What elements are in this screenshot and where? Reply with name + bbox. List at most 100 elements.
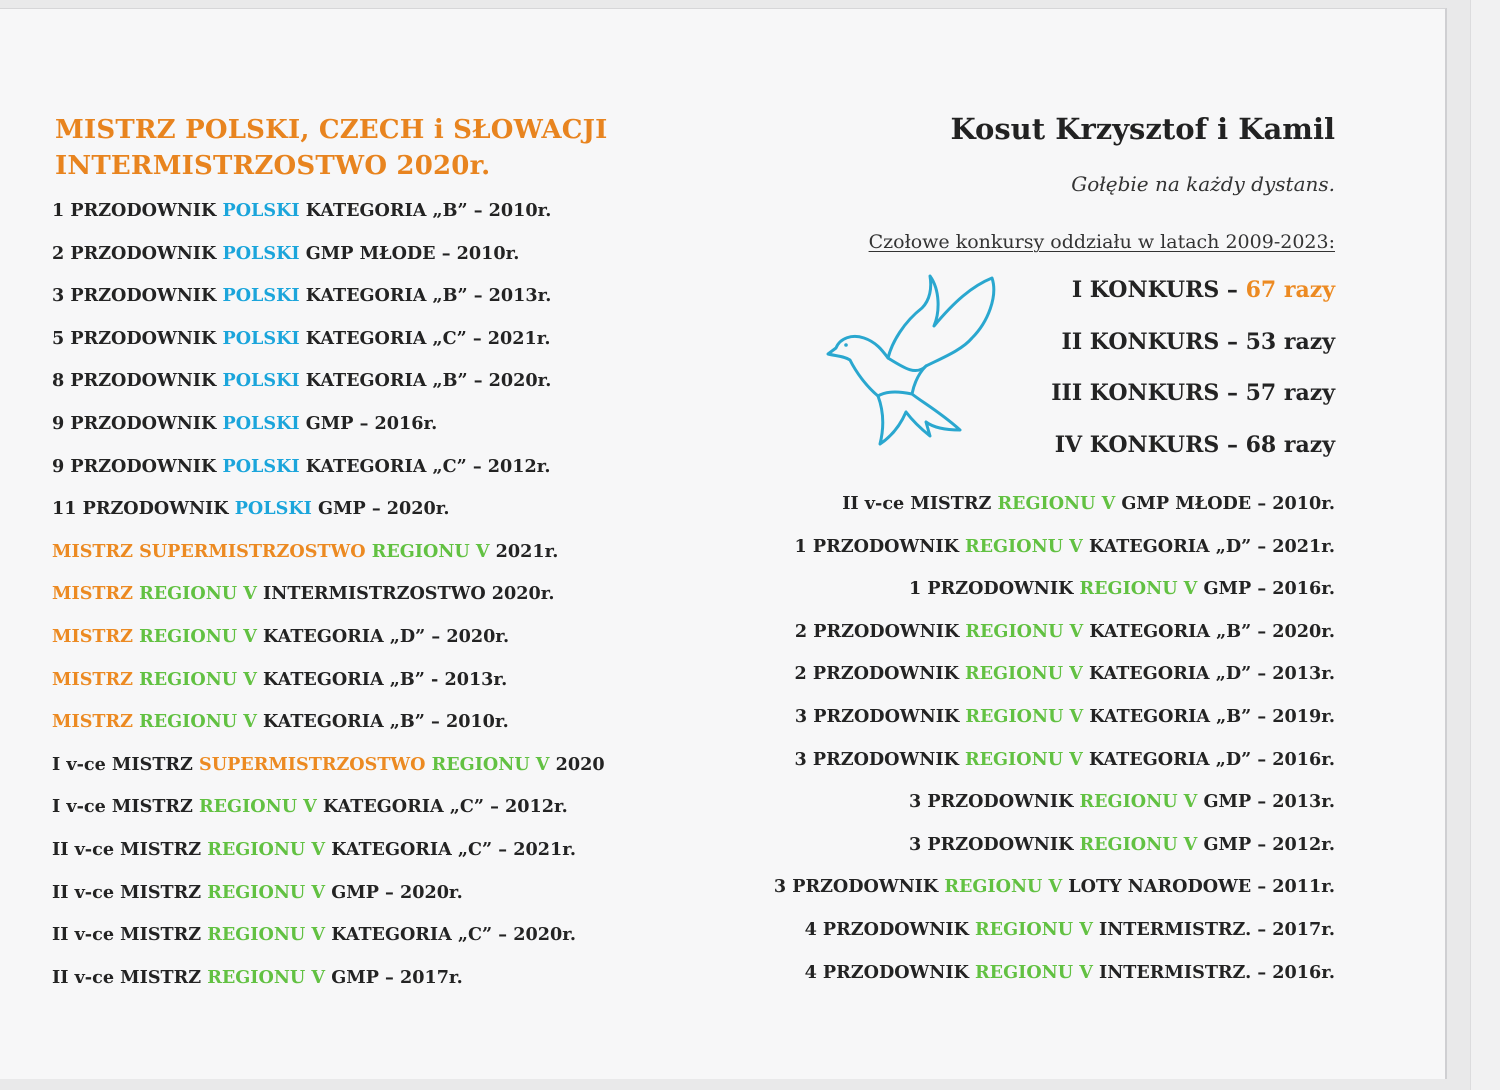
text-segment: I KONKURS – — [1071, 277, 1246, 303]
text-segment: KATEGORIA „C” – 2021r. — [299, 327, 551, 349]
motto: Gołębie na każdy dystans. — [1071, 172, 1335, 196]
text-segment: POLSKI — [222, 455, 300, 477]
konkurs-line: I KONKURS – 67 razy — [1072, 277, 1335, 303]
text-segment: REGIONU V — [1079, 791, 1198, 813]
text-segment: KATEGORIA „B” – 2010r. — [256, 711, 509, 733]
text-segment: POLSKI — [234, 498, 312, 520]
achievement-line: MISTRZ REGIONU V KATEGORIA „B” – 2010r. — [52, 711, 509, 733]
dove-icon — [826, 274, 996, 446]
achievement-line: 2 PRZODOWNIK REGIONU V KATEGORIA „D” – 2… — [795, 663, 1335, 685]
text-segment: REGIONU V — [139, 583, 257, 605]
achievement-line: 4 PRZODOWNIK REGIONU V INTERMISTRZ. – 20… — [805, 962, 1335, 984]
text-segment: KATEGORIA „B” – 2019r. — [1083, 706, 1335, 727]
text-segment: GMP – 2017r. — [325, 966, 463, 988]
achievement-line: 1 PRZODOWNIK POLSKI KATEGORIA „B” – 2010… — [52, 200, 551, 222]
breeder-name: Kosut Krzysztof i Kamil — [950, 112, 1335, 146]
text-segment: MISTRZ — [52, 711, 140, 733]
achievement-line: II v-ce MISTRZ REGIONU V KATEGORIA „C” –… — [52, 924, 576, 946]
text-segment: 1 PRZODOWNIK — [909, 578, 1080, 600]
achievement-line: 9 PRZODOWNIK POLSKI GMP – 2016r. — [52, 413, 437, 435]
text-segment: REGIONU V — [207, 966, 326, 988]
text-segment: KATEGORIA „C” – 2012r. — [299, 455, 551, 477]
text-segment: 3 PRZODOWNIK — [52, 285, 223, 307]
text-segment: KATEGORIA „B” - 2013r. — [256, 668, 508, 690]
text-segment: 3 PRZODOWNIK — [909, 833, 1080, 855]
text-segment: REGIONU V — [975, 961, 1093, 983]
achievement-line: 2 PRZODOWNIK POLSKI GMP MŁODE – 2010r. — [52, 243, 519, 265]
text-segment: GMP – 2020r. — [311, 498, 450, 520]
achievement-line: 3 PRZODOWNIK REGIONU V GMP – 2013r. — [909, 791, 1335, 813]
achievement-line: 1 PRZODOWNIK REGIONU V KATEGORIA „D” – 2… — [795, 536, 1335, 558]
achievement-line: I v-ce MISTRZ REGIONU V KATEGORIA „C” – … — [52, 796, 568, 818]
achievement-line: MISTRZ REGIONU V KATEGORIA „B” - 2013r. — [52, 669, 507, 691]
achievement-line: II v-ce MISTRZ REGIONU V GMP – 2017r. — [52, 967, 463, 989]
konkurs-line: II KONKURS – 53 razy — [1062, 329, 1335, 355]
text-segment: 1 PRZODOWNIK — [794, 535, 965, 557]
text-segment: POLSKI — [222, 200, 300, 221]
page-edge — [1470, 0, 1500, 1090]
text-segment: REGIONU V — [139, 626, 257, 647]
text-segment: II v-ce MISTRZ — [842, 493, 998, 514]
text-segment: KATEGORIA „B” – 2020r. — [299, 370, 552, 392]
konkurs-line: IV KONKURS – 68 razy — [1055, 432, 1335, 458]
text-segment: 11 PRZODOWNIK — [52, 498, 235, 520]
document-page — [0, 8, 1447, 1079]
text-segment: GMP – 2013r. — [1197, 791, 1335, 813]
text-segment: KATEGORIA „D” – 2013r. — [1082, 663, 1335, 685]
text-segment: KATEGORIA „D” – 2016r. — [1082, 748, 1335, 770]
title-line-1: MISTRZ POLSKI, CZECH i SŁOWACJI — [55, 115, 608, 145]
text-segment: MISTRZ SUPERMISTRZOSTWO — [52, 540, 372, 562]
text-segment: KATEGORIA „B” – 2020r. — [1083, 620, 1335, 642]
text-segment: GMP – 2016r. — [1197, 578, 1335, 600]
achievement-line: MISTRZ REGIONU V KATEGORIA „D” – 2020r. — [52, 626, 509, 648]
text-segment: REGIONU V — [944, 876, 1063, 898]
text-segment: 3 PRZODOWNIK — [794, 748, 965, 770]
konkurs-line: III KONKURS – 57 razy — [1051, 380, 1335, 406]
text-segment: 1 PRZODOWNIK — [52, 200, 223, 221]
text-segment: REGIONU V — [1079, 578, 1198, 600]
text-segment: II v-ce MISTRZ — [52, 924, 208, 946]
text-segment: 3 PRZODOWNIK — [773, 876, 945, 898]
text-segment: REGIONU V — [1079, 833, 1198, 855]
achievement-line: 1 PRZODOWNIK REGIONU V GMP – 2016r. — [909, 578, 1335, 600]
text-segment: POLSKI — [222, 327, 300, 349]
text-segment: POLSKI — [222, 242, 300, 264]
achievement-line: 3 PRZODOWNIK REGIONU V KATEGORIA „D” – 2… — [795, 749, 1335, 771]
text-segment: MISTRZ — [52, 583, 140, 605]
text-segment: I v-ce MISTRZ — [52, 753, 200, 775]
text-segment: 2 PRZODOWNIK — [52, 242, 223, 264]
text-segment: LOTY NARODOWE – 2011r. — [1062, 876, 1335, 898]
text-segment: REGIONU V — [371, 540, 490, 562]
text-segment: REGIONU V — [139, 711, 257, 733]
text-segment: 2020 — [549, 753, 605, 775]
achievement-line: II v-ce MISTRZ REGIONU V KATEGORIA „C” –… — [52, 839, 576, 861]
text-segment: INTERMISTRZOSTWO 2020r. — [256, 583, 555, 605]
text-segment: IV KONKURS – 68 razy — [1054, 431, 1335, 458]
text-segment: KATEGORIA „C” – 2021r. — [325, 839, 576, 860]
text-segment: KATEGORIA „B” – 2010r. — [299, 200, 552, 221]
text-segment: REGIONU V — [139, 668, 257, 690]
text-segment: INTERMISTRZ. – 2017r. — [1092, 919, 1335, 940]
text-segment: REGIONU V — [207, 839, 326, 860]
text-segment: MISTRZ — [52, 626, 140, 647]
text-segment: REGIONU V — [425, 753, 550, 775]
text-segment: GMP MŁODE – 2010r. — [299, 242, 520, 264]
text-segment: POLSKI — [222, 370, 300, 392]
achievement-line: 3 PRZODOWNIK REGIONU V GMP – 2012r. — [909, 834, 1335, 856]
text-segment: REGIONU V — [965, 706, 1084, 727]
text-segment: 2021r. — [489, 540, 559, 562]
text-segment: REGIONU V — [965, 663, 1083, 685]
text-segment: 8 PRZODOWNIK — [52, 370, 223, 392]
text-segment: II KONKURS – 53 razy — [1061, 328, 1335, 355]
text-segment: GMP – 2020r. — [325, 881, 463, 903]
title-line-2: INTERMISTRZOSTWO 2020r. — [55, 151, 491, 181]
achievement-line: MISTRZ REGIONU V INTERMISTRZOSTWO 2020r. — [52, 583, 555, 605]
text-segment: 2 PRZODOWNIK — [794, 663, 965, 685]
text-segment: POLSKI — [222, 285, 300, 307]
text-segment: REGIONU V — [199, 796, 317, 818]
achievement-line: 3 PRZODOWNIK REGIONU V KATEGORIA „B” – 2… — [795, 706, 1335, 728]
text-segment: MISTRZ — [52, 668, 140, 690]
text-segment: REGIONU V — [965, 620, 1084, 642]
achievement-line: 5 PRZODOWNIK POLSKI KATEGORIA „C” – 2021… — [52, 328, 551, 350]
achievement-line: 3 PRZODOWNIK POLSKI KATEGORIA „B” – 2013… — [52, 285, 551, 307]
